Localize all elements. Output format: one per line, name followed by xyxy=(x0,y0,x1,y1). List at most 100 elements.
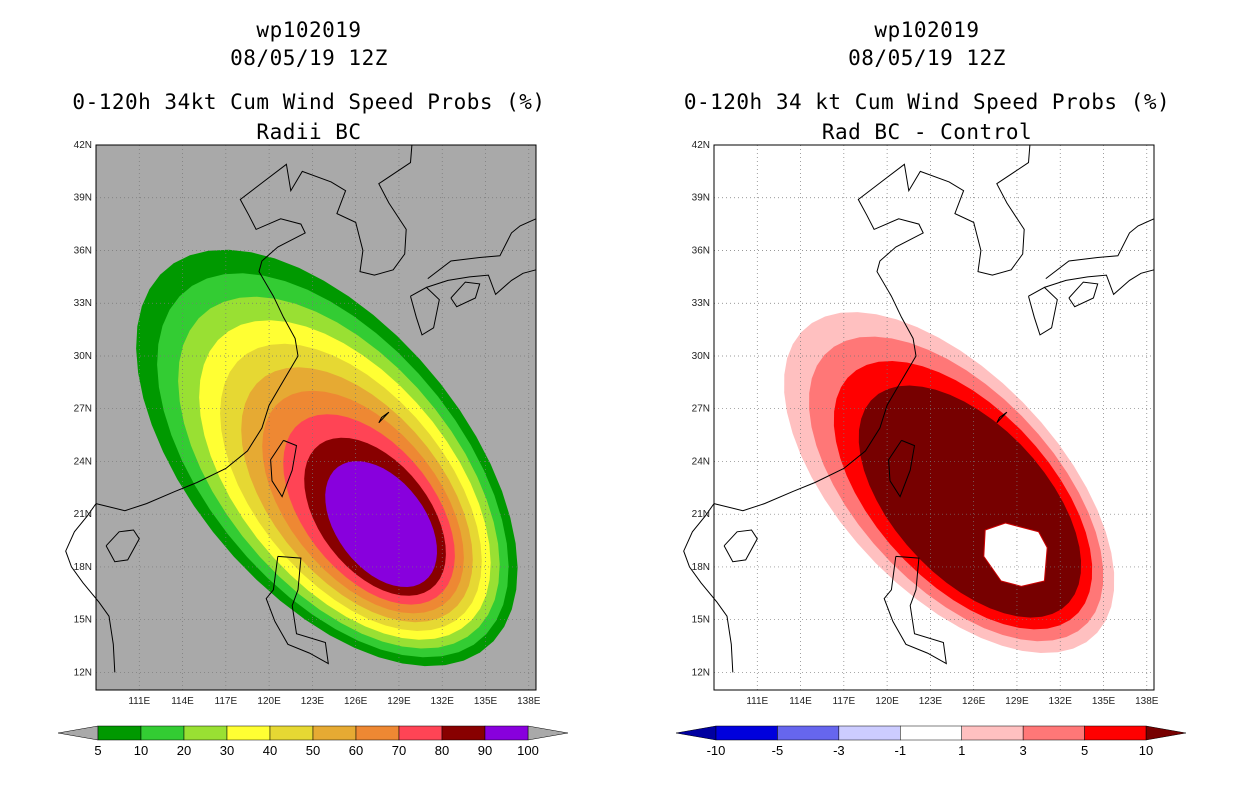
colorbar-label: 40 xyxy=(263,743,277,758)
colorbar-label: 100 xyxy=(517,743,539,758)
lat-tick-label: 39N xyxy=(74,193,92,204)
colorbar-label: 1 xyxy=(958,743,965,758)
colorbar-swatch xyxy=(777,725,840,741)
lat-tick-label: 27N xyxy=(692,404,710,415)
contour-hole xyxy=(983,522,1048,587)
lat-tick-label: 36N xyxy=(74,245,92,256)
colorbar-label: 50 xyxy=(306,743,320,758)
coastline-vietnam xyxy=(65,503,116,673)
lon-tick-label: 111E xyxy=(128,696,150,707)
contour-level-90 xyxy=(325,461,437,587)
coastline-taiwan xyxy=(888,439,916,498)
coastline-taiwan xyxy=(270,439,298,498)
map-frame xyxy=(713,144,1155,691)
lat-tick-label: 21N xyxy=(74,509,92,520)
lon-tick-label: 132E xyxy=(431,696,455,707)
coastline-shikoku xyxy=(1068,281,1099,308)
lat-tick-label: 18N xyxy=(74,562,92,573)
colorbar-label: 3 xyxy=(1020,743,1027,758)
storm-id-title: wp102019 xyxy=(256,18,362,42)
product-title: 0-120h 34 kt Cum Wind Speed Probs (%) xyxy=(683,90,1171,114)
lon-tick-label: 126E xyxy=(962,696,986,707)
colorbar-label: 10 xyxy=(134,743,148,758)
coastline-ryukyu xyxy=(996,411,1008,424)
colorbar-swatch xyxy=(838,725,901,741)
lon-tick-label: 138E xyxy=(1135,696,1159,707)
lat-tick-label: 33N xyxy=(692,298,710,309)
lat-tick-label: 39N xyxy=(692,193,710,204)
colorbar-label: -1 xyxy=(895,743,907,758)
lon-tick-label: 123E xyxy=(919,696,943,707)
coastlines xyxy=(65,144,537,673)
colorbar-label: 60 xyxy=(349,743,363,758)
coastline-honshu2 xyxy=(427,218,537,279)
probability-swath xyxy=(784,312,1115,653)
difference-map: 111E 114E 117E 120E 123E 126E 129E 132E 135E 138E… xyxy=(675,140,1187,758)
lat-tick-label: 30N xyxy=(692,351,710,362)
coastline-honshu xyxy=(1044,269,1155,296)
lon-tick-label: 117E xyxy=(215,696,238,707)
lon-tick-label: 129E xyxy=(1005,696,1029,707)
lon-tick-label: 123E xyxy=(301,696,325,707)
colorbar-swatch xyxy=(269,725,314,741)
colorbar-over-arrow xyxy=(1145,725,1187,741)
panel-rad-bc-control: wp102019 08/05/19 12Z 0-120h 34 kt Cum W… xyxy=(618,0,1236,800)
colorbar-label: -10 xyxy=(707,743,726,758)
lon-tick-label: 114E xyxy=(789,696,812,707)
colorbar: -10 -5 -3 -1 1 3 5 10 xyxy=(675,725,1187,758)
lat-tick-label: 24N xyxy=(692,456,710,467)
colorbar-swatch xyxy=(140,725,185,741)
lon-tick-label: 126E xyxy=(344,696,368,707)
panel-radii-bc: wp102019 08/05/19 12Z 0-120h 34kt Cum Wi… xyxy=(57,18,569,758)
graticule xyxy=(96,144,536,690)
colorbar-label: 5 xyxy=(1081,743,1088,758)
lon-tick-label: 111E xyxy=(746,696,768,707)
storm-id-title: wp102019 xyxy=(874,18,980,42)
lat-tick-label: 24N xyxy=(74,456,92,467)
colorbar-swatch xyxy=(1084,725,1147,741)
coastline-hainan xyxy=(723,529,758,563)
lon-tick-label: 114E xyxy=(171,696,194,707)
colorbar-swatch xyxy=(226,725,271,741)
coastline-honshu xyxy=(426,269,537,296)
lon-tick-label: 135E xyxy=(1092,696,1116,707)
colorbar-swatch xyxy=(715,725,778,741)
colorbar-swatch xyxy=(183,725,228,741)
lat-tick-label: 15N xyxy=(692,615,710,626)
colorbar-swatch xyxy=(97,725,142,741)
colorbar-swatch xyxy=(441,725,486,741)
coastline-ryukyu xyxy=(378,411,390,424)
lon-tick-label: 135E xyxy=(474,696,498,707)
coastline-shikoku xyxy=(450,281,481,308)
coastline-luzon xyxy=(883,555,947,665)
map-frame xyxy=(95,144,537,691)
lat-tick-label: 27N xyxy=(74,404,92,415)
colorbar-label: -3 xyxy=(833,743,845,758)
coastline-hainan xyxy=(105,529,140,563)
probability-map: 111E 114E 117E 120E 123E 126E 129E 132E 135E 138E… xyxy=(57,140,569,758)
colorbar-under-arrow xyxy=(675,725,717,741)
colorbar-label: -5 xyxy=(772,743,784,758)
colorbar-swatch xyxy=(312,725,357,741)
colorbar-swatch xyxy=(961,725,1024,741)
lat-tick-label: 30N xyxy=(74,351,92,362)
lat-tick-label: 33N xyxy=(74,298,92,309)
datetime-title: 08/05/19 12Z xyxy=(848,46,1006,70)
coastline-honshu2 xyxy=(1045,218,1155,279)
colorbar-over-arrow xyxy=(527,725,569,741)
colorbar: 5 10 20 30 40 50 60 70 80 90 100 xyxy=(57,725,569,758)
colorbar-swatch xyxy=(355,725,400,741)
lat-tick-label: 42N xyxy=(692,140,710,151)
lon-tick-label: 117E xyxy=(833,696,856,707)
colorbar-swatch xyxy=(484,725,529,741)
coastline-luzon xyxy=(265,555,329,665)
colorbar-label: 20 xyxy=(177,743,191,758)
probability-swath xyxy=(136,249,518,667)
colorbar-swatch xyxy=(1022,725,1085,741)
subtitle: Rad BC - Control xyxy=(821,120,1033,144)
lat-tick-label: 12N xyxy=(692,667,710,678)
lat-tick-label: 42N xyxy=(74,140,92,151)
lat-tick-label: 15N xyxy=(74,615,92,626)
lat-tick-label: 18N xyxy=(692,562,710,573)
lat-tick-label: 12N xyxy=(74,667,92,678)
